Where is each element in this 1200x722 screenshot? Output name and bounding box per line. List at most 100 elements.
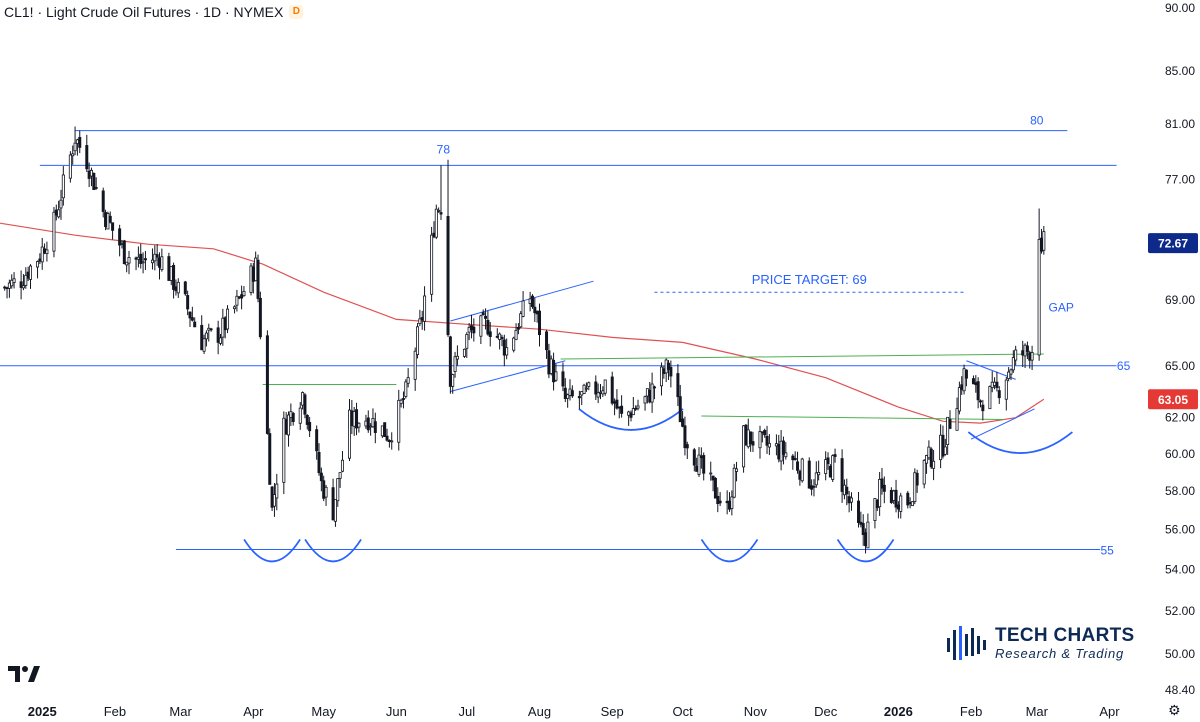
candle-body[interactable] [791, 455, 795, 461]
candle-body[interactable] [242, 290, 246, 297]
candle-body[interactable] [568, 388, 572, 396]
candle-body[interactable] [125, 261, 129, 266]
candle-body[interactable] [613, 401, 617, 404]
candle-body[interactable] [301, 392, 305, 406]
candle-body[interactable] [423, 295, 427, 322]
candle-body[interactable] [767, 442, 771, 448]
candle-body[interactable] [650, 383, 654, 403]
candle-body[interactable] [955, 408, 959, 431]
candle-body[interactable] [943, 446, 947, 455]
candle-body[interactable] [957, 387, 961, 412]
candle-body[interactable] [545, 331, 549, 351]
candle-body[interactable] [971, 378, 975, 385]
candle-body[interactable] [932, 460, 936, 469]
candle-body[interactable] [570, 390, 574, 397]
candle-body[interactable] [68, 154, 72, 179]
candle-body[interactable] [913, 472, 917, 502]
candle-body[interactable] [265, 335, 269, 434]
candle-body[interactable] [78, 136, 82, 148]
candle-body[interactable] [240, 294, 244, 299]
candle-body[interactable] [946, 416, 950, 445]
candle-body[interactable] [615, 399, 619, 409]
candle-body[interactable] [718, 500, 722, 504]
candle-body[interactable] [976, 381, 980, 401]
candle-body[interactable] [57, 209, 61, 218]
candle-body[interactable] [643, 396, 647, 404]
candle-body[interactable] [282, 417, 286, 483]
candle-body[interactable] [484, 315, 488, 319]
candle-body[interactable] [758, 431, 762, 449]
candle-body[interactable] [350, 410, 354, 427]
gear-icon[interactable]: ⚙ [1168, 702, 1181, 718]
candle-body[interactable] [699, 455, 703, 459]
candle-body[interactable] [735, 468, 739, 472]
candle-body[interactable] [749, 431, 753, 444]
candle-body[interactable] [873, 498, 877, 521]
candle-body[interactable] [169, 266, 173, 281]
candle-body[interactable] [997, 390, 1001, 399]
candle-body[interactable] [387, 440, 391, 442]
candle-body[interactable] [207, 327, 211, 331]
candle-body[interactable] [800, 458, 804, 482]
candle-body[interactable] [472, 326, 476, 334]
candle-body[interactable] [878, 478, 882, 508]
candle-body[interactable] [352, 411, 356, 427]
candle-body[interactable] [134, 257, 138, 260]
candle-body[interactable] [732, 467, 736, 498]
candle-body[interactable] [695, 465, 699, 472]
candle-body[interactable] [59, 199, 63, 209]
candle-body[interactable] [744, 424, 748, 446]
candle-body[interactable] [437, 209, 441, 212]
candle-body[interactable] [859, 521, 863, 525]
candle-body[interactable] [28, 265, 32, 280]
candle-body[interactable] [962, 368, 966, 392]
candle-body[interactable] [566, 394, 570, 399]
candle-body[interactable] [500, 336, 504, 340]
candle-body[interactable] [481, 312, 485, 316]
candle-body[interactable] [209, 328, 213, 331]
candle-body[interactable] [702, 455, 706, 474]
candle-body[interactable] [324, 486, 328, 498]
candle-body[interactable] [495, 335, 499, 338]
candle-body[interactable] [75, 139, 79, 144]
candle-body[interactable] [561, 371, 565, 387]
candle-body[interactable] [303, 394, 307, 415]
candle-body[interactable] [549, 358, 553, 374]
candle-body[interactable] [864, 532, 868, 547]
candle-body[interactable] [915, 472, 919, 486]
candle-body[interactable] [842, 484, 846, 496]
candle-body[interactable] [305, 414, 309, 425]
candle-body[interactable] [634, 407, 638, 410]
candle-body[interactable] [200, 324, 204, 351]
candle-body[interactable] [3, 286, 7, 289]
candle-body[interactable] [1007, 371, 1011, 379]
candle-body[interactable] [1037, 239, 1041, 356]
candle-body[interactable] [925, 455, 929, 464]
candle-body[interactable] [645, 388, 649, 397]
candle-body[interactable] [676, 373, 680, 398]
candle-body[interactable] [636, 405, 640, 409]
candle-body[interactable] [692, 449, 696, 466]
candle-body[interactable] [1039, 237, 1043, 252]
candle-body[interactable] [751, 441, 755, 446]
candle-body[interactable] [617, 406, 621, 409]
candle-body[interactable] [467, 326, 471, 333]
candle-body[interactable] [223, 317, 227, 331]
candle-body[interactable] [978, 400, 982, 403]
candle-body[interactable] [810, 485, 814, 490]
candle-body[interactable] [221, 317, 225, 338]
candle-body[interactable] [577, 396, 581, 399]
green-neckline-1[interactable] [560, 353, 1044, 360]
candle-body[interactable] [331, 487, 335, 521]
candle-body[interactable] [669, 366, 673, 377]
candle-body[interactable] [964, 369, 968, 379]
candle-body[interactable] [807, 460, 811, 489]
candle-body[interactable] [939, 434, 943, 461]
candle-body[interactable] [990, 381, 994, 389]
candle-body[interactable] [486, 319, 490, 335]
candle-body[interactable] [183, 281, 187, 295]
candle-body[interactable] [765, 435, 769, 446]
candle-body[interactable] [899, 495, 903, 512]
candle-body[interactable] [92, 172, 96, 191]
candle-body[interactable] [52, 211, 56, 252]
